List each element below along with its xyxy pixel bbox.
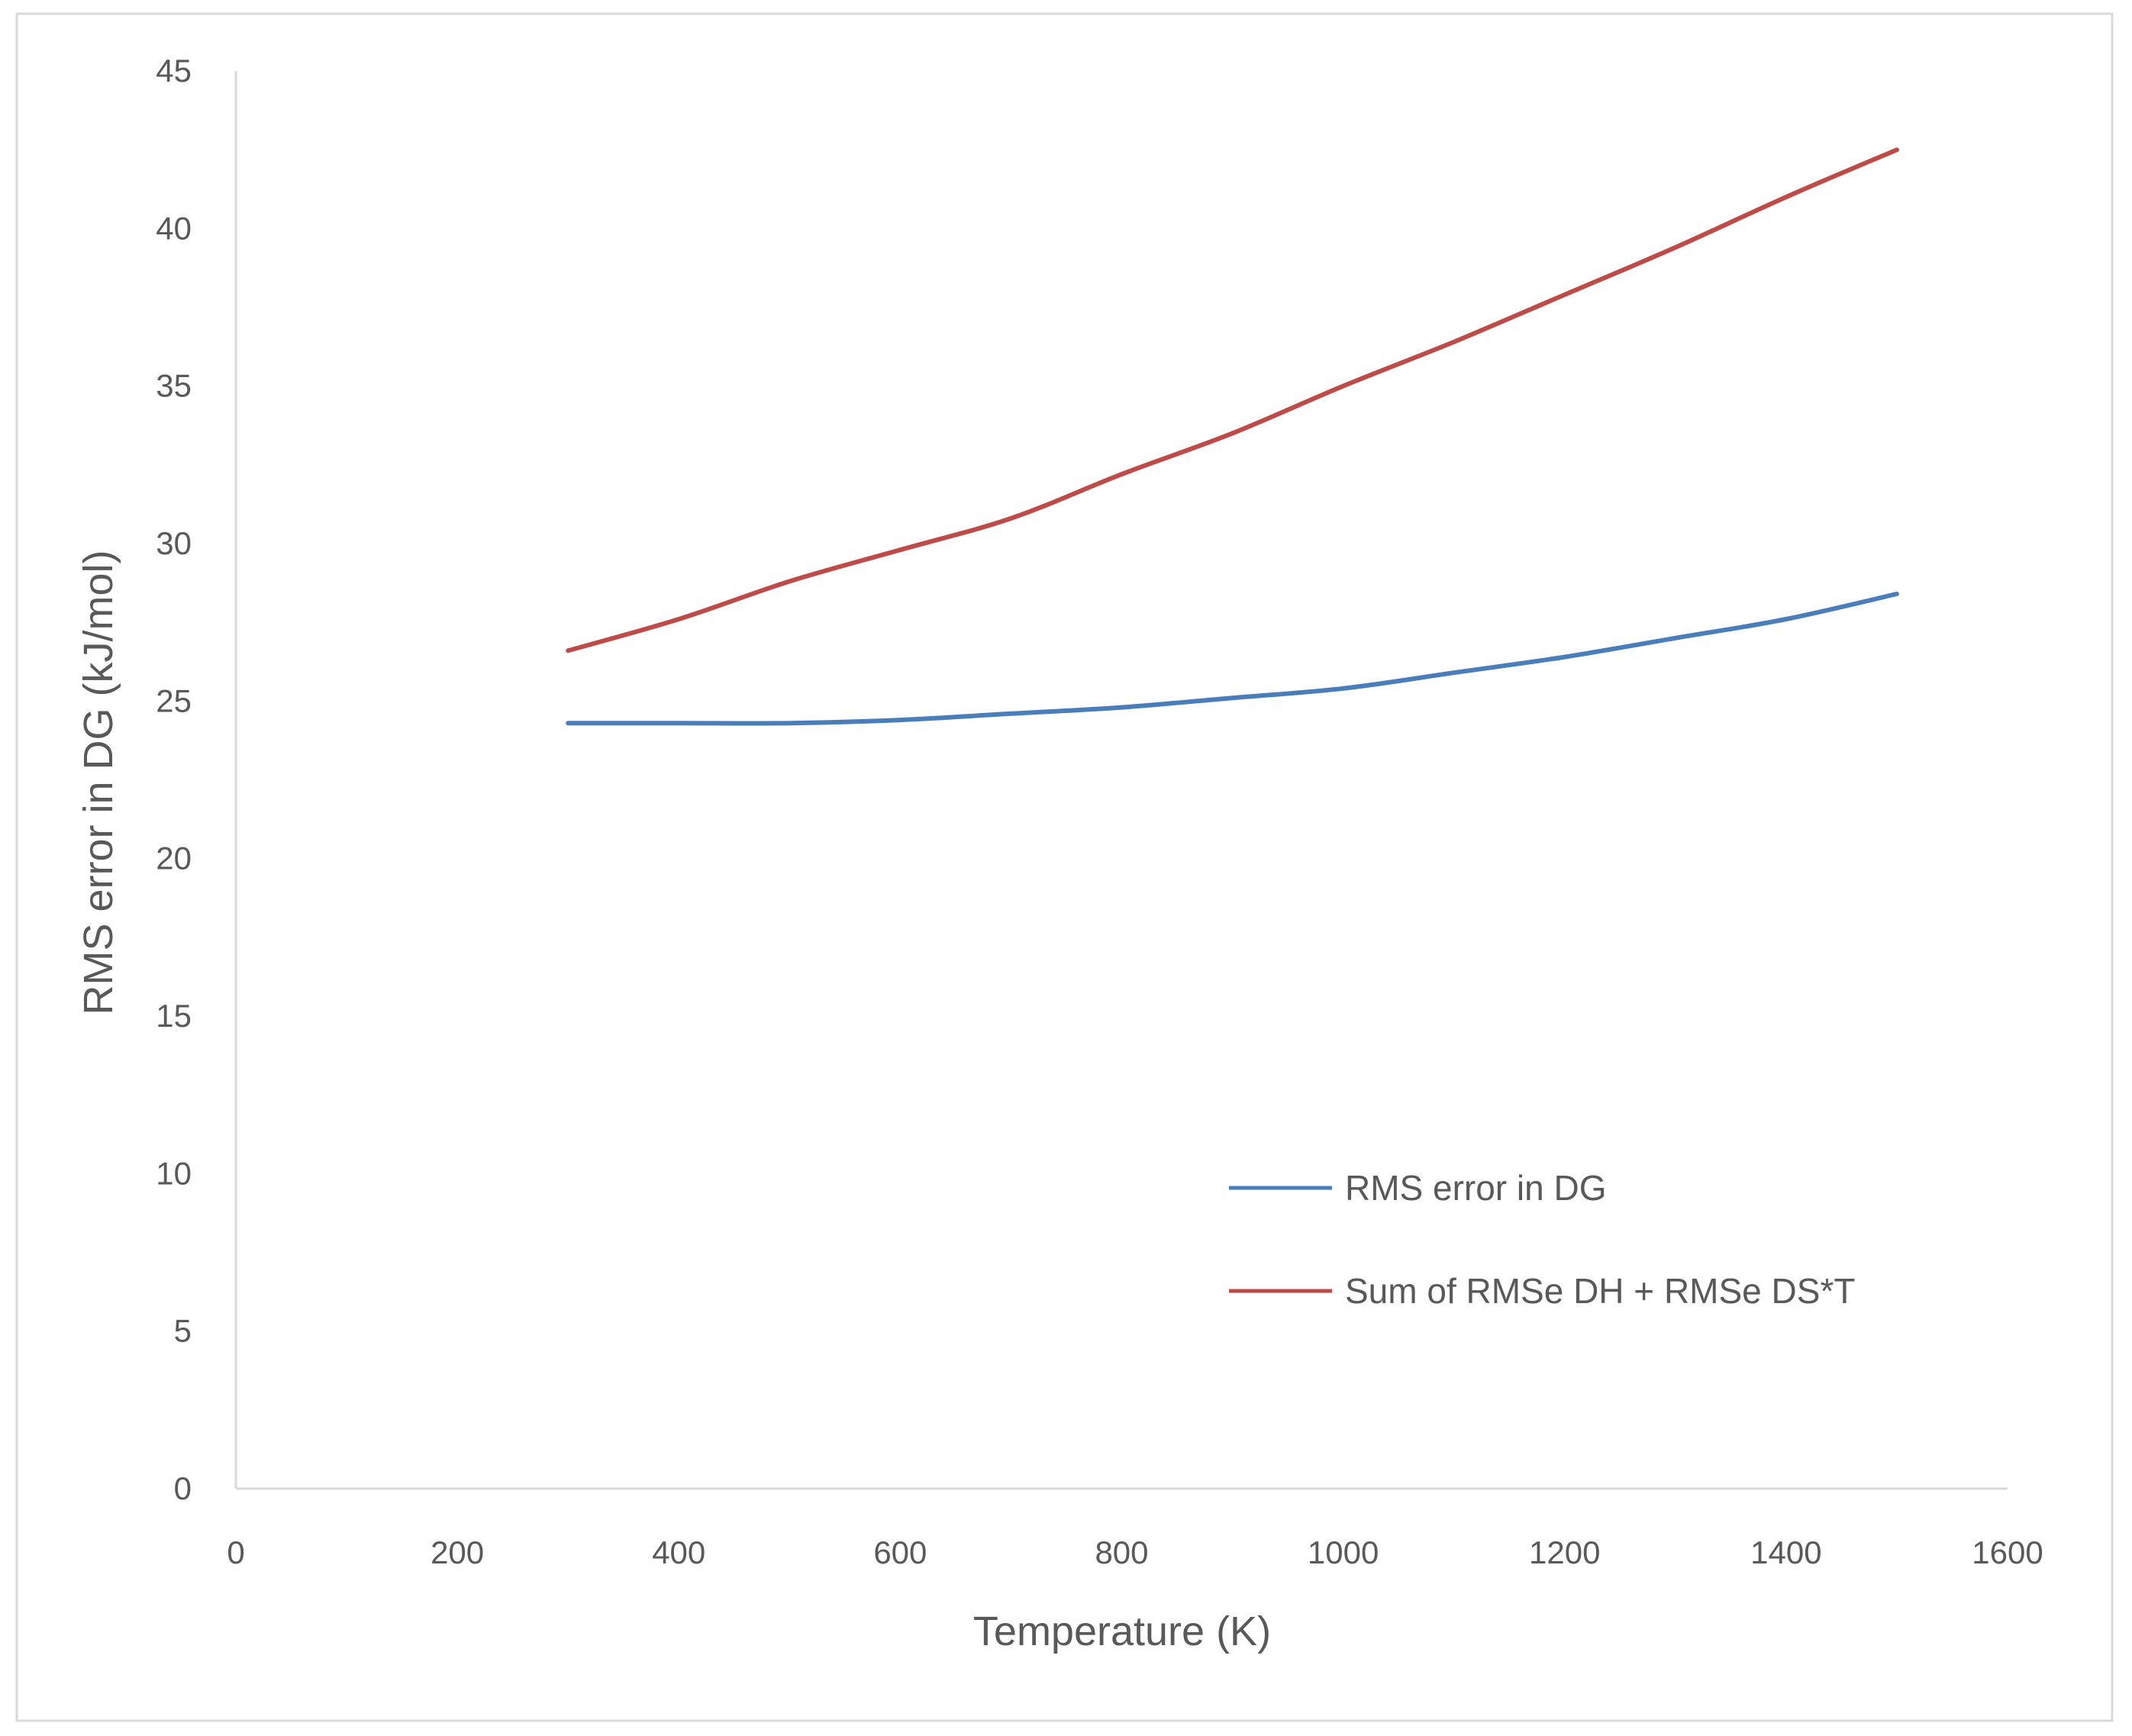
x-tick-label: 1400: [1750, 1534, 1821, 1570]
series-line-rms-error: [566, 592, 1899, 726]
series-lines: [566, 147, 1899, 726]
y-tick-label: 0: [174, 1470, 192, 1506]
y-tick-label: 45: [156, 53, 192, 89]
chart-frame: [15, 12, 2114, 1722]
x-tick-label: 800: [1095, 1534, 1148, 1570]
y-tick-label: 25: [156, 682, 192, 718]
x-tick-label: 1000: [1308, 1534, 1379, 1570]
x-tick-label: 600: [873, 1534, 927, 1570]
series-line-sum-rmse: [566, 147, 1899, 653]
x-axis-title: Temperature (K): [973, 1609, 1271, 1654]
x-tick-label: 200: [431, 1534, 484, 1570]
x-tick-label: 1600: [1972, 1534, 2043, 1570]
y-tick-label: 35: [156, 368, 192, 404]
x-tick-label: 0: [227, 1534, 244, 1570]
y-tick-label: 5: [174, 1313, 192, 1349]
x-tick-label: 1200: [1529, 1534, 1600, 1570]
y-tick-label: 20: [156, 841, 192, 876]
y-tick-label: 10: [156, 1155, 192, 1191]
x-tick-label: 400: [652, 1534, 705, 1570]
y-tick-label: 40: [156, 210, 192, 246]
axes: [234, 71, 2008, 1490]
y-tick-label: 15: [156, 998, 192, 1034]
x-axis-ticks: 0 200 400 600 800 1000 1200 1400 1600: [227, 1534, 2043, 1570]
legend: RMS error in DG Sum of RMSe DH + RMSe DS…: [1229, 1168, 1855, 1311]
y-axis-ticks: 0 5 10 15 20 25 30 35 40 45: [156, 53, 192, 1506]
y-axis-title: RMS error in DG (kJ/mol): [76, 550, 121, 1015]
y-tick-label: 30: [156, 525, 192, 561]
legend-label-sum-rmse: Sum of RMSe DH + RMSe DS*T: [1345, 1271, 1855, 1311]
legend-label-rms-error: RMS error in DG: [1345, 1168, 1606, 1208]
